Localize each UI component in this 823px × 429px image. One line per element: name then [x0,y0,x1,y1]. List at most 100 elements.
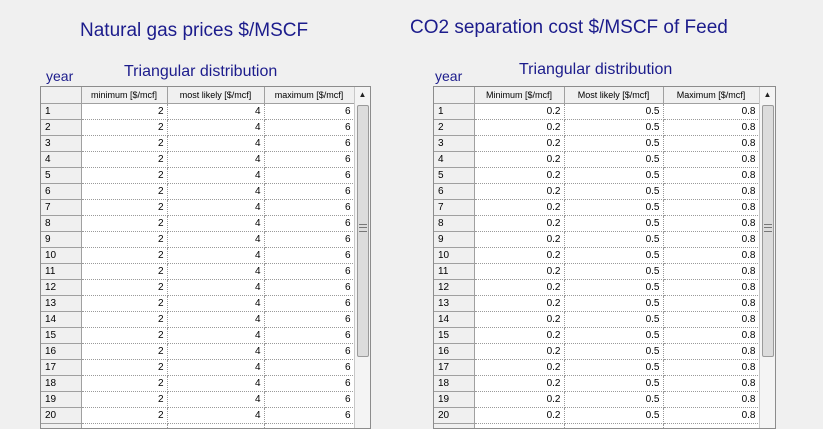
data-cell[interactable] [81,424,167,429]
row-header-cell[interactable]: 10 [434,248,474,264]
row-header-cell[interactable]: 10 [41,248,81,264]
data-cell[interactable] [264,424,354,429]
row-header-cell[interactable]: 1 [434,104,474,120]
data-cell[interactable]: 4 [167,408,264,424]
row-header-cell[interactable]: 13 [434,296,474,312]
row-header-cell[interactable]: 15 [434,328,474,344]
data-cell[interactable]: 4 [167,104,264,120]
row-header-cell[interactable]: 20 [41,408,81,424]
data-cell[interactable]: 0.5 [564,232,663,248]
data-cell[interactable]: 0.8 [663,120,759,136]
data-cell[interactable]: 0.5 [564,344,663,360]
data-cell[interactable]: 0.2 [474,328,564,344]
row-header-cell[interactable]: 16 [434,344,474,360]
data-cell[interactable]: 2 [81,408,167,424]
col-header-minimum[interactable]: Minimum [$/mcf] [474,87,564,104]
data-cell[interactable]: 4 [167,360,264,376]
data-cell[interactable]: 6 [264,248,354,264]
row-header-cell[interactable]: 12 [434,280,474,296]
data-cell[interactable]: 6 [264,344,354,360]
data-cell[interactable]: 6 [264,184,354,200]
data-cell[interactable]: 6 [264,120,354,136]
row-header-cell[interactable]: 18 [434,376,474,392]
data-cell[interactable]: 2 [81,376,167,392]
data-cell[interactable]: 4 [167,120,264,136]
col-header-maximum[interactable]: Maximum [$/mcf] [663,87,759,104]
data-cell[interactable]: 6 [264,376,354,392]
vertical-scrollbar[interactable]: ▲ [354,87,370,428]
data-cell[interactable]: 4 [167,312,264,328]
row-header-cell[interactable]: 17 [434,360,474,376]
scroll-thumb[interactable] [762,105,774,357]
data-cell[interactable]: 6 [264,408,354,424]
row-header-cell[interactable]: 14 [41,312,81,328]
data-cell[interactable]: 2 [81,152,167,168]
data-cell[interactable]: 6 [264,104,354,120]
data-cell[interactable]: 0.5 [564,152,663,168]
data-cell[interactable]: 0.2 [474,168,564,184]
data-cell[interactable]: 4 [167,296,264,312]
data-cell[interactable]: 2 [81,328,167,344]
row-header-cell[interactable]: 11 [41,264,81,280]
data-cell[interactable]: 2 [81,216,167,232]
data-cell[interactable]: 0.5 [564,376,663,392]
row-header-cell[interactable]: 8 [41,216,81,232]
row-header-cell[interactable]: 5 [434,168,474,184]
data-cell[interactable]: 0.2 [474,200,564,216]
data-cell[interactable]: 4 [167,392,264,408]
arrow-up-icon[interactable]: ▲ [355,87,370,102]
row-header-cell[interactable]: 11 [434,264,474,280]
data-cell[interactable]: 4 [167,168,264,184]
row-header-cell[interactable]: 14 [434,312,474,328]
data-cell[interactable]: 0.8 [663,360,759,376]
data-cell[interactable]: 0.2 [474,376,564,392]
data-cell[interactable]: 0.8 [663,408,759,424]
data-cell[interactable]: 0.8 [663,296,759,312]
data-cell[interactable]: 0.2 [474,344,564,360]
scroll-thumb[interactable] [357,105,369,357]
col-header-most-likely[interactable]: most likely [$/mcf] [167,87,264,104]
row-header-cell[interactable]: 5 [41,168,81,184]
data-cell[interactable]: 0.2 [474,392,564,408]
data-cell[interactable] [167,424,264,429]
data-cell[interactable]: 4 [167,136,264,152]
row-header-cell[interactable]: 3 [41,136,81,152]
data-cell[interactable]: 2 [81,264,167,280]
data-cell[interactable]: 2 [81,184,167,200]
row-header-cell[interactable]: 20 [434,408,474,424]
row-header-cell[interactable]: 2 [434,120,474,136]
data-cell[interactable]: 6 [264,136,354,152]
data-cell[interactable]: 0.5 [564,280,663,296]
data-cell[interactable]: 0.8 [663,248,759,264]
data-cell[interactable]: 0.5 [564,168,663,184]
data-cell[interactable]: 0.2 [474,296,564,312]
row-header-cell[interactable]: 6 [434,184,474,200]
co2-separation-grid[interactable]: Minimum [$/mcf] Most likely [$/mcf] Maxi… [433,86,776,429]
data-cell[interactable]: 0.2 [474,216,564,232]
data-cell[interactable]: 2 [81,344,167,360]
data-cell[interactable]: 6 [264,280,354,296]
data-cell[interactable]: 0.8 [663,376,759,392]
data-cell[interactable]: 0.2 [474,152,564,168]
data-cell[interactable]: 0.5 [564,264,663,280]
data-cell[interactable]: 2 [81,312,167,328]
data-cell[interactable]: 0.5 [564,184,663,200]
data-cell[interactable]: 4 [167,216,264,232]
data-cell[interactable]: 2 [81,200,167,216]
data-cell[interactable] [564,424,663,429]
data-cell[interactable]: 0.5 [564,120,663,136]
data-cell[interactable]: 4 [167,344,264,360]
data-cell[interactable]: 2 [81,168,167,184]
data-cell[interactable]: 2 [81,248,167,264]
natural-gas-grid[interactable]: minimum [$/mcf] most likely [$/mcf] maxi… [40,86,371,429]
data-cell[interactable]: 0.2 [474,248,564,264]
data-cell[interactable]: 0.2 [474,120,564,136]
data-cell[interactable]: 0.8 [663,280,759,296]
row-header-cell[interactable]: 9 [434,232,474,248]
row-header-cell[interactable]: 3 [434,136,474,152]
data-cell[interactable]: 2 [81,392,167,408]
data-cell[interactable]: 4 [167,232,264,248]
data-cell[interactable]: 2 [81,104,167,120]
data-cell[interactable]: 2 [81,280,167,296]
data-cell[interactable]: 6 [264,216,354,232]
